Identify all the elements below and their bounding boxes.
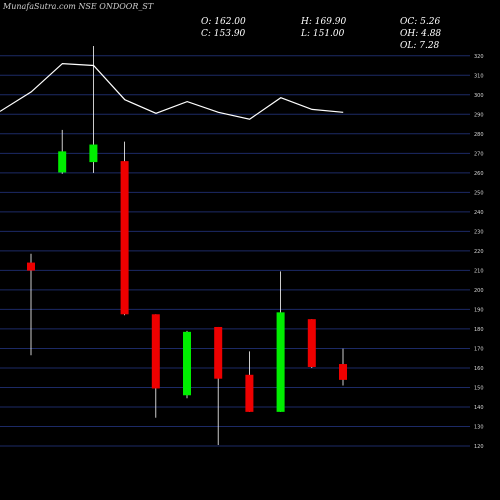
y-tick-label: 230: [474, 229, 484, 235]
y-tick-label: 270: [474, 151, 484, 157]
candles: [27, 46, 347, 446]
y-tick-label: 140: [474, 405, 484, 411]
watermark: MunafaSutra.com NSE ONDOOR_ST: [3, 2, 154, 11]
ohlc-oh: OH: 4.88: [400, 29, 442, 39]
y-tick-label: 250: [474, 190, 484, 196]
y-tick-label: 150: [474, 385, 484, 391]
y-tick-label: 290: [474, 112, 484, 118]
y-tick-label: 190: [474, 307, 484, 313]
ohlc-low: L: 151.00: [301, 29, 345, 39]
candle-body-up: [89, 144, 98, 163]
candle-body-up: [58, 151, 67, 173]
ohlc-high: H: 169.90: [301, 17, 347, 27]
y-tick-label: 280: [474, 132, 484, 138]
candle-body-down: [214, 326, 223, 379]
candle-body-down: [120, 161, 129, 315]
y-tick-label: 300: [474, 93, 484, 99]
ohlc-oc: OC: 5.26: [400, 17, 441, 27]
y-tick-label: 220: [474, 249, 484, 255]
y-tick-label: 200: [474, 288, 484, 294]
y-tick-label: 320: [474, 54, 484, 60]
y-tick-label: 260: [474, 171, 484, 177]
y-tick-label: 170: [474, 346, 484, 352]
candle-body-down: [245, 374, 254, 412]
grid-lines: [0, 55, 470, 447]
price-line: [0, 62, 344, 120]
ohlc-open: O: 162.00: [201, 17, 246, 27]
candle-body-down: [307, 319, 316, 367]
y-tick-label: 210: [474, 268, 484, 274]
candle-body-up: [183, 331, 191, 396]
y-tick-label: 310: [474, 73, 484, 79]
y-tick-label: 180: [474, 327, 484, 333]
y-tick-label: 240: [474, 210, 484, 216]
ohlc-close: C: 153.90: [201, 29, 246, 39]
candle-body-down: [27, 262, 35, 271]
candle-body-down: [339, 364, 347, 380]
ohlc-ol: OL: 7.28: [400, 41, 440, 51]
y-tick-label: 130: [474, 424, 484, 430]
candle-body-down: [151, 314, 160, 389]
y-tick-label: 120: [474, 444, 484, 450]
overlay-line: [0, 62, 344, 120]
y-axis-ticks: 120 130 140 150 160 170 180 190 200 210 220 230 240 2…: [474, 54, 484, 450]
y-tick-label: 160: [474, 366, 484, 372]
candle-body-up: [276, 312, 285, 412]
